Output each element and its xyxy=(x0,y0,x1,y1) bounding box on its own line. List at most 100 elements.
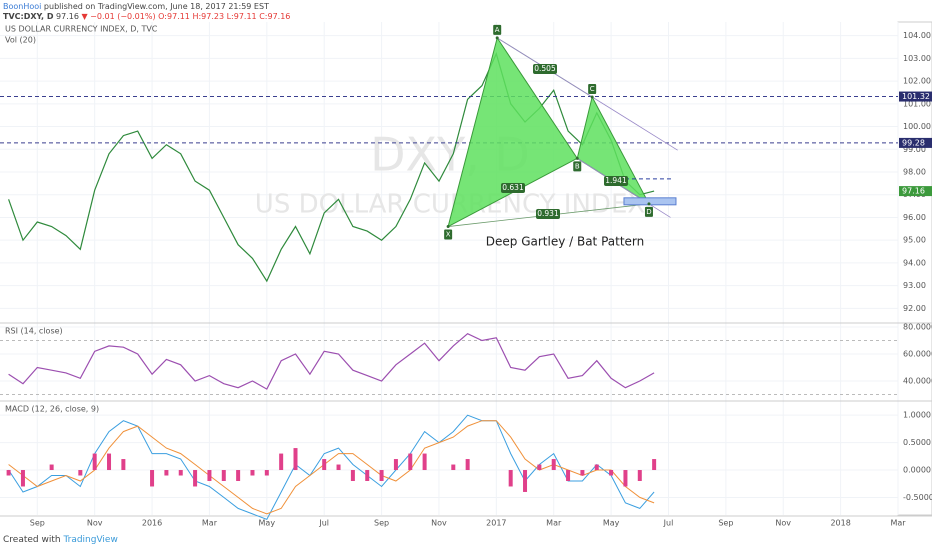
point-label: X xyxy=(446,231,451,239)
x-tick-label: May xyxy=(259,519,276,528)
channel-line xyxy=(496,37,678,151)
y-tick-label: 93.00 xyxy=(903,281,926,290)
histogram-bar xyxy=(279,453,284,471)
histogram-bar xyxy=(236,470,241,481)
channel-line xyxy=(577,158,671,218)
ohlc: O:97.11 H:97.23 L:97.11 C:97.16 xyxy=(158,12,291,21)
pattern-point xyxy=(590,95,594,99)
chart: Sep Nov 2016 Mar May Jul Sep Nov 2017 Mar May Jul Se… xyxy=(0,21,932,528)
x-tick-label: Sep xyxy=(30,519,45,528)
histogram-bar xyxy=(508,470,513,487)
y-tick-label: 104.00 xyxy=(903,31,931,40)
histogram-bar xyxy=(207,470,212,481)
x-tick-label: Jul xyxy=(663,519,674,528)
ratio-tag xyxy=(533,64,557,74)
point-tag xyxy=(573,161,582,172)
histogram-bar xyxy=(150,470,155,487)
last-price-label: 97.16 xyxy=(902,187,925,196)
y-tick-label: 94.00 xyxy=(903,258,926,267)
published: published on TradingView.com, June 18, 2… xyxy=(43,2,269,11)
point-tag xyxy=(588,84,597,94)
histogram-bar xyxy=(465,459,470,471)
x-tick-label: 2017 xyxy=(486,519,506,528)
created: Created with xyxy=(3,535,61,545)
x-tick-label: Mar xyxy=(546,519,562,528)
histogram-bar xyxy=(20,470,25,487)
y-tick-label: 80.0000 xyxy=(903,322,932,331)
last: 97.16 xyxy=(56,12,79,21)
ratio-label: 1.941 xyxy=(605,176,627,185)
level-tag xyxy=(899,91,932,102)
annotation: Deep Gartley / Bat Pattern xyxy=(486,235,645,249)
histogram-bar xyxy=(566,470,571,481)
histogram-bar xyxy=(264,470,269,476)
point-tag xyxy=(444,229,453,240)
histogram-bar xyxy=(365,470,370,481)
x-tick-label: Mar xyxy=(890,519,906,528)
pattern-point xyxy=(495,36,499,40)
y-tick-label: -0.5000 xyxy=(903,493,932,502)
watermark: US DOLLAR CURRENCY INDEX xyxy=(255,190,645,220)
brand[interactable]: TradingView xyxy=(63,535,118,545)
pattern-triangle xyxy=(576,95,651,206)
histogram-bar xyxy=(623,470,628,487)
y-tick-label: 0.5000 xyxy=(903,438,931,447)
publisher[interactable]: BoonHooi xyxy=(3,2,42,11)
point-label: C xyxy=(590,85,595,93)
y-tick-label: 96.00 xyxy=(903,213,926,222)
x-tick-label: Mar xyxy=(202,519,218,528)
histogram-bar xyxy=(92,453,97,471)
pattern-point xyxy=(647,202,651,206)
ratio-label: 0.631 xyxy=(502,183,524,192)
point-label: D xyxy=(646,208,651,216)
x-tick-label: Nov xyxy=(431,519,447,528)
y-tick-label: 1.0000 xyxy=(903,411,931,420)
x-tick-label: 2018 xyxy=(830,519,850,528)
y-tick-label: 95.00 xyxy=(903,236,926,245)
y-tick-label: 102.00 xyxy=(903,77,931,86)
histogram-bar xyxy=(523,470,528,492)
pattern-point xyxy=(575,156,579,160)
macd-line xyxy=(8,414,655,521)
ratio-tag xyxy=(604,176,628,186)
x-tick-label: Nov xyxy=(775,519,791,528)
ratio-label: 0.931 xyxy=(537,209,559,218)
histogram-bar xyxy=(451,464,456,471)
histogram-bar xyxy=(336,464,341,471)
histogram-bar xyxy=(580,470,585,476)
histogram-bar xyxy=(422,453,427,471)
ratio-tag xyxy=(501,183,525,193)
x-tick-label: Nov xyxy=(87,519,103,528)
point-label: B xyxy=(575,162,580,170)
y-tick-label: 101.00 xyxy=(903,99,931,108)
x-tick-label: May xyxy=(603,519,620,528)
ticker: TVC:DXY, D xyxy=(3,12,54,21)
x-tick-label: Sep xyxy=(718,519,733,528)
histogram-bar xyxy=(78,470,83,476)
histogram-bar xyxy=(537,464,542,471)
histogram-bar xyxy=(164,470,169,476)
price-line xyxy=(8,52,655,283)
macd-line xyxy=(8,420,655,515)
histogram-bar xyxy=(350,470,355,481)
level-label: 99.28 xyxy=(902,138,925,147)
quote-line: TVC:DXY, D 97.16 ▼ −0.01 (−0.01%) O:97.1… xyxy=(3,12,290,21)
panel-title: RSI (14, close) xyxy=(5,327,63,336)
histogram-bar xyxy=(637,470,642,481)
histogram-bar xyxy=(6,470,11,476)
histogram-bar xyxy=(652,459,657,471)
histogram-bar xyxy=(551,459,556,471)
x-tick-label: Jul xyxy=(318,519,329,528)
y-tick-label: 60.0000 xyxy=(903,349,932,358)
level-tag xyxy=(899,137,932,148)
histogram-bar xyxy=(193,470,198,487)
ratio-tag xyxy=(536,209,560,219)
panel-title: US DOLLAR CURRENCY INDEX, D, TVC xyxy=(5,25,158,34)
y-tick-label: 98.00 xyxy=(903,168,926,177)
x-tick-label: Sep xyxy=(374,519,389,528)
y-tick-label: 0.0000 xyxy=(903,466,931,475)
y-tick-label: 103.00 xyxy=(903,54,931,63)
header-line: BoonHooi published on TradingView.com, J… xyxy=(3,2,269,11)
footer: Created with TradingView xyxy=(3,535,118,545)
